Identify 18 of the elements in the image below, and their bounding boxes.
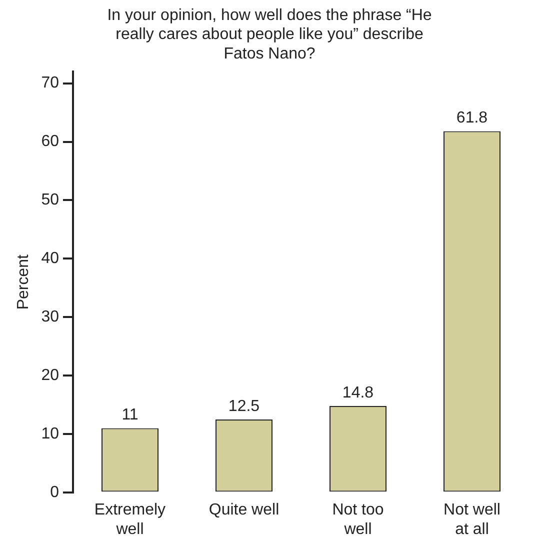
x-tick-label: Quite well xyxy=(208,502,280,519)
data-label: 11 xyxy=(122,406,138,424)
y-tick-label: 20 xyxy=(41,367,60,384)
y-axis-title: Percent xyxy=(15,254,32,310)
x-tick-label: Not well at all xyxy=(444,502,500,538)
y-tick-label: 40 xyxy=(41,250,60,268)
data-label: 14.8 xyxy=(342,384,374,402)
y-tick-label: 30 xyxy=(41,308,60,326)
x-tick-label: Extremely well xyxy=(94,502,166,538)
y-tick-label: 50 xyxy=(41,192,60,209)
y-tick-label: 10 xyxy=(41,426,60,443)
y-tick-label: 70 xyxy=(41,74,60,92)
y-tick-label: 0 xyxy=(50,484,60,502)
x-tick-label: Not too well xyxy=(332,502,384,538)
chart-title: In your opinion, how well does the phrase “He really cares about people like you” describe Fatos Nano? xyxy=(107,7,432,62)
data-label: 12.5 xyxy=(228,398,260,415)
data-label: 61.8 xyxy=(456,110,488,127)
y-tick-label: 60 xyxy=(41,133,60,150)
